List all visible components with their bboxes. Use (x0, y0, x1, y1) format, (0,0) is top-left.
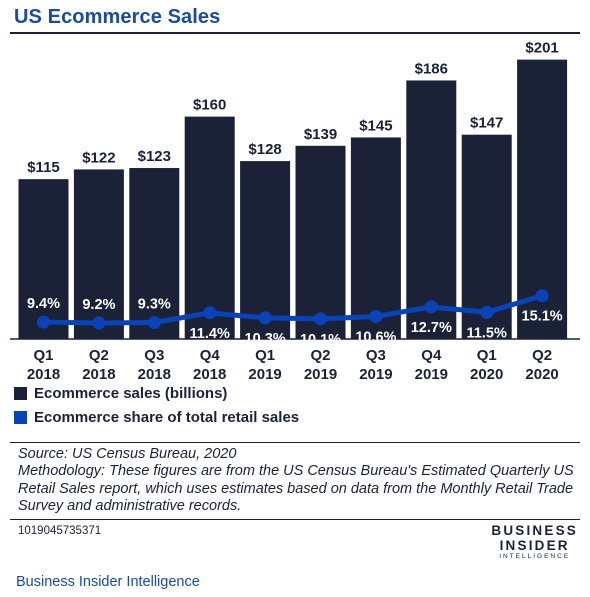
bar (184, 116, 235, 339)
bar (18, 179, 69, 339)
brand-line-2: INSIDER (499, 538, 570, 553)
bar (350, 137, 401, 339)
share-point (147, 316, 161, 330)
share-value-label: 11.5% (467, 325, 507, 341)
x-tick-label: Q2 (89, 347, 109, 364)
bar (406, 80, 457, 340)
title-rule (10, 32, 580, 34)
chart-title: US Ecommerce Sales (14, 6, 221, 28)
share-value-label: 15.1% (522, 309, 563, 325)
x-tick-label: Q2 (532, 347, 552, 364)
bar-value-label: $139 (304, 126, 337, 143)
bar-value-label: $123 (138, 148, 171, 165)
x-tick-label: 2020 (470, 366, 503, 383)
legend-swatch-share (14, 411, 27, 424)
business-insider-logo: BUSINESS INSIDER INTELLIGENCE (491, 523, 578, 561)
share-value-label: 12.7% (411, 320, 452, 336)
x-tick-label: 2019 (248, 366, 281, 383)
methodology-note: Methodology: These figures are from the … (18, 463, 574, 514)
bar-value-label: $160 (193, 97, 226, 114)
x-tick-label: 2018 (82, 366, 115, 383)
bar-value-label: $186 (415, 60, 448, 77)
legend-label-sales: Ecommerce sales (billions) (34, 385, 227, 402)
x-tick-label: 2018 (27, 366, 60, 383)
x-tick-label: 2020 (525, 366, 558, 383)
x-tick-label: 2018 (138, 366, 171, 383)
share-value-label: 10.6% (355, 330, 396, 346)
share-point (369, 310, 383, 324)
bar (240, 161, 291, 339)
bar-value-label: $147 (470, 115, 503, 132)
legend-label-share: Ecommerce share of total retail sales (34, 409, 299, 426)
share-point (37, 315, 50, 329)
footer-rule (10, 519, 580, 520)
bar-value-label: $128 (248, 141, 281, 158)
combo-chart: $115 $122 $123 $160 $128 $139 $145 $186 $147 $201… (10, 40, 580, 426)
share-point (424, 300, 438, 314)
bar (73, 169, 124, 339)
x-tick-label: Q1 (477, 347, 497, 364)
legend-swatch-sales (14, 387, 27, 400)
share-value-label: 10.1% (300, 332, 341, 348)
x-tick-label: Q4 (421, 347, 442, 364)
share-value-label: 10.3% (245, 331, 286, 347)
brand-line-1: BUSINESS (491, 523, 578, 538)
footer-link[interactable]: Business Insider Intelligence (16, 574, 200, 590)
share-point (258, 311, 272, 325)
source-rule (10, 442, 580, 443)
source-note: Source: US Census Bureau, 2020 (18, 446, 237, 462)
share-point (203, 306, 217, 320)
share-value-label: 11.4% (190, 326, 230, 342)
x-tick-label: Q4 (200, 347, 221, 364)
share-point (480, 305, 494, 319)
share-value-label: 9.4% (27, 296, 60, 312)
share-point (92, 316, 106, 330)
x-tick-label: 2018 (193, 366, 226, 383)
bar-value-label: $115 (27, 159, 60, 176)
share-value-label: 9.2% (82, 297, 115, 313)
x-tick-label: Q1 (255, 347, 275, 364)
bar (129, 168, 180, 339)
share-point (314, 312, 327, 326)
bar-value-label: $145 (359, 117, 392, 134)
x-tick-label: Q3 (144, 347, 164, 364)
x-tick-label: 2019 (304, 366, 337, 383)
chart-id: 1019045735371 (18, 525, 102, 537)
brand-line-3: INTELLIGENCE (499, 553, 571, 560)
x-tick-label: Q1 (33, 347, 53, 364)
share-line (43, 293, 543, 326)
x-tick-label: Q2 (310, 347, 330, 364)
share-point (535, 289, 549, 303)
chart-card: US Ecommerce Sales $115 $122 $123 $160 $128 $… (10, 0, 580, 560)
share-value-label: 9.3% (138, 297, 171, 313)
bar-value-label: $122 (82, 149, 115, 166)
bar-value-label: $201 (525, 40, 558, 57)
x-tick-label: Q3 (366, 347, 386, 364)
x-tick-label: 2019 (415, 366, 448, 383)
bar (295, 145, 346, 339)
x-tick-label: 2019 (359, 366, 392, 383)
